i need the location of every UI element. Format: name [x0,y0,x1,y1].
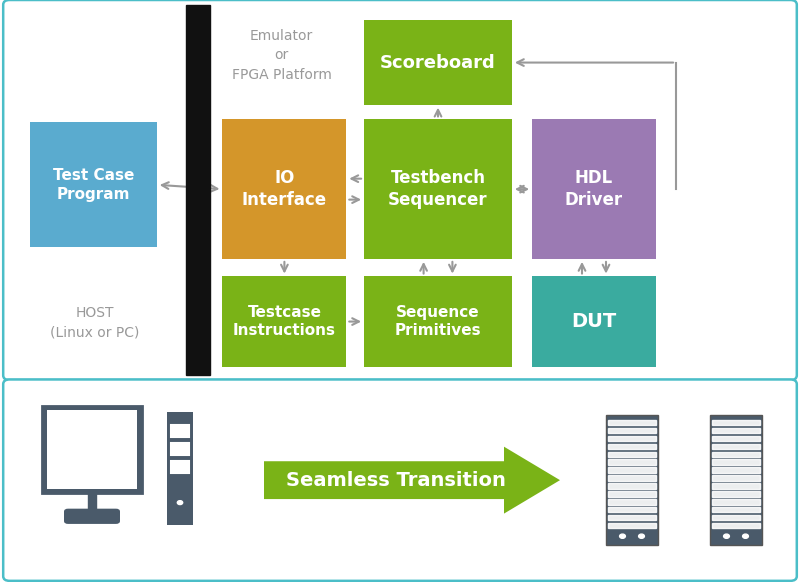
Bar [364,20,512,105]
Bar [608,420,656,425]
Bar [608,443,656,449]
Bar [712,483,760,489]
Bar [42,406,142,493]
FancyBboxPatch shape [3,0,797,380]
Bar [608,491,656,496]
Bar [712,499,760,505]
Bar [222,276,346,367]
Text: Testcase
Instructions: Testcase Instructions [233,305,336,338]
Bar [712,428,760,434]
Text: Test Case
Program: Test Case Program [53,168,134,201]
Bar [170,461,190,473]
Circle shape [178,501,182,505]
Bar [47,410,137,489]
Bar [712,507,760,513]
Bar [608,467,656,473]
Bar [30,122,157,247]
Bar [712,443,760,449]
Text: Seamless Transition: Seamless Transition [286,471,506,489]
Bar [608,475,656,481]
Bar [364,119,512,259]
Text: HOST
(Linux or PC): HOST (Linux or PC) [50,306,139,340]
Bar [712,475,760,481]
Bar [608,499,656,505]
Bar [712,420,760,425]
Bar [608,428,656,434]
FancyBboxPatch shape [64,509,120,524]
Text: Testbench
Sequencer: Testbench Sequencer [388,169,488,210]
Bar [712,436,760,441]
Bar [608,460,656,465]
Text: Scoreboard: Scoreboard [380,54,496,72]
Circle shape [723,534,730,538]
Bar [222,119,346,259]
Bar [608,507,656,513]
Circle shape [742,534,749,538]
Circle shape [619,534,626,538]
Bar [710,415,762,545]
Circle shape [638,534,645,538]
Bar [170,424,190,437]
Polygon shape [264,447,560,514]
Text: Emulator
or
FPGA Platform: Emulator or FPGA Platform [232,29,331,82]
FancyBboxPatch shape [3,379,797,581]
Bar [712,452,760,457]
Bar [608,523,656,528]
Bar [712,523,760,528]
Text: HDL
Driver: HDL Driver [565,169,623,210]
Text: IO
Interface: IO Interface [242,169,327,210]
Bar [88,493,96,512]
Bar [364,276,512,367]
Bar [712,491,760,496]
Bar [608,452,656,457]
Text: DUT: DUT [571,312,617,331]
Bar [170,443,190,455]
Bar [608,515,656,520]
Bar [608,436,656,441]
Bar [608,483,656,489]
Bar [186,5,210,375]
Bar [166,412,194,525]
Text: Sequence
Primitives: Sequence Primitives [394,305,482,338]
Bar [712,460,760,465]
Bar [532,119,656,259]
Bar [532,276,656,367]
Bar [712,515,760,520]
Bar [606,415,658,545]
Bar [712,467,760,473]
